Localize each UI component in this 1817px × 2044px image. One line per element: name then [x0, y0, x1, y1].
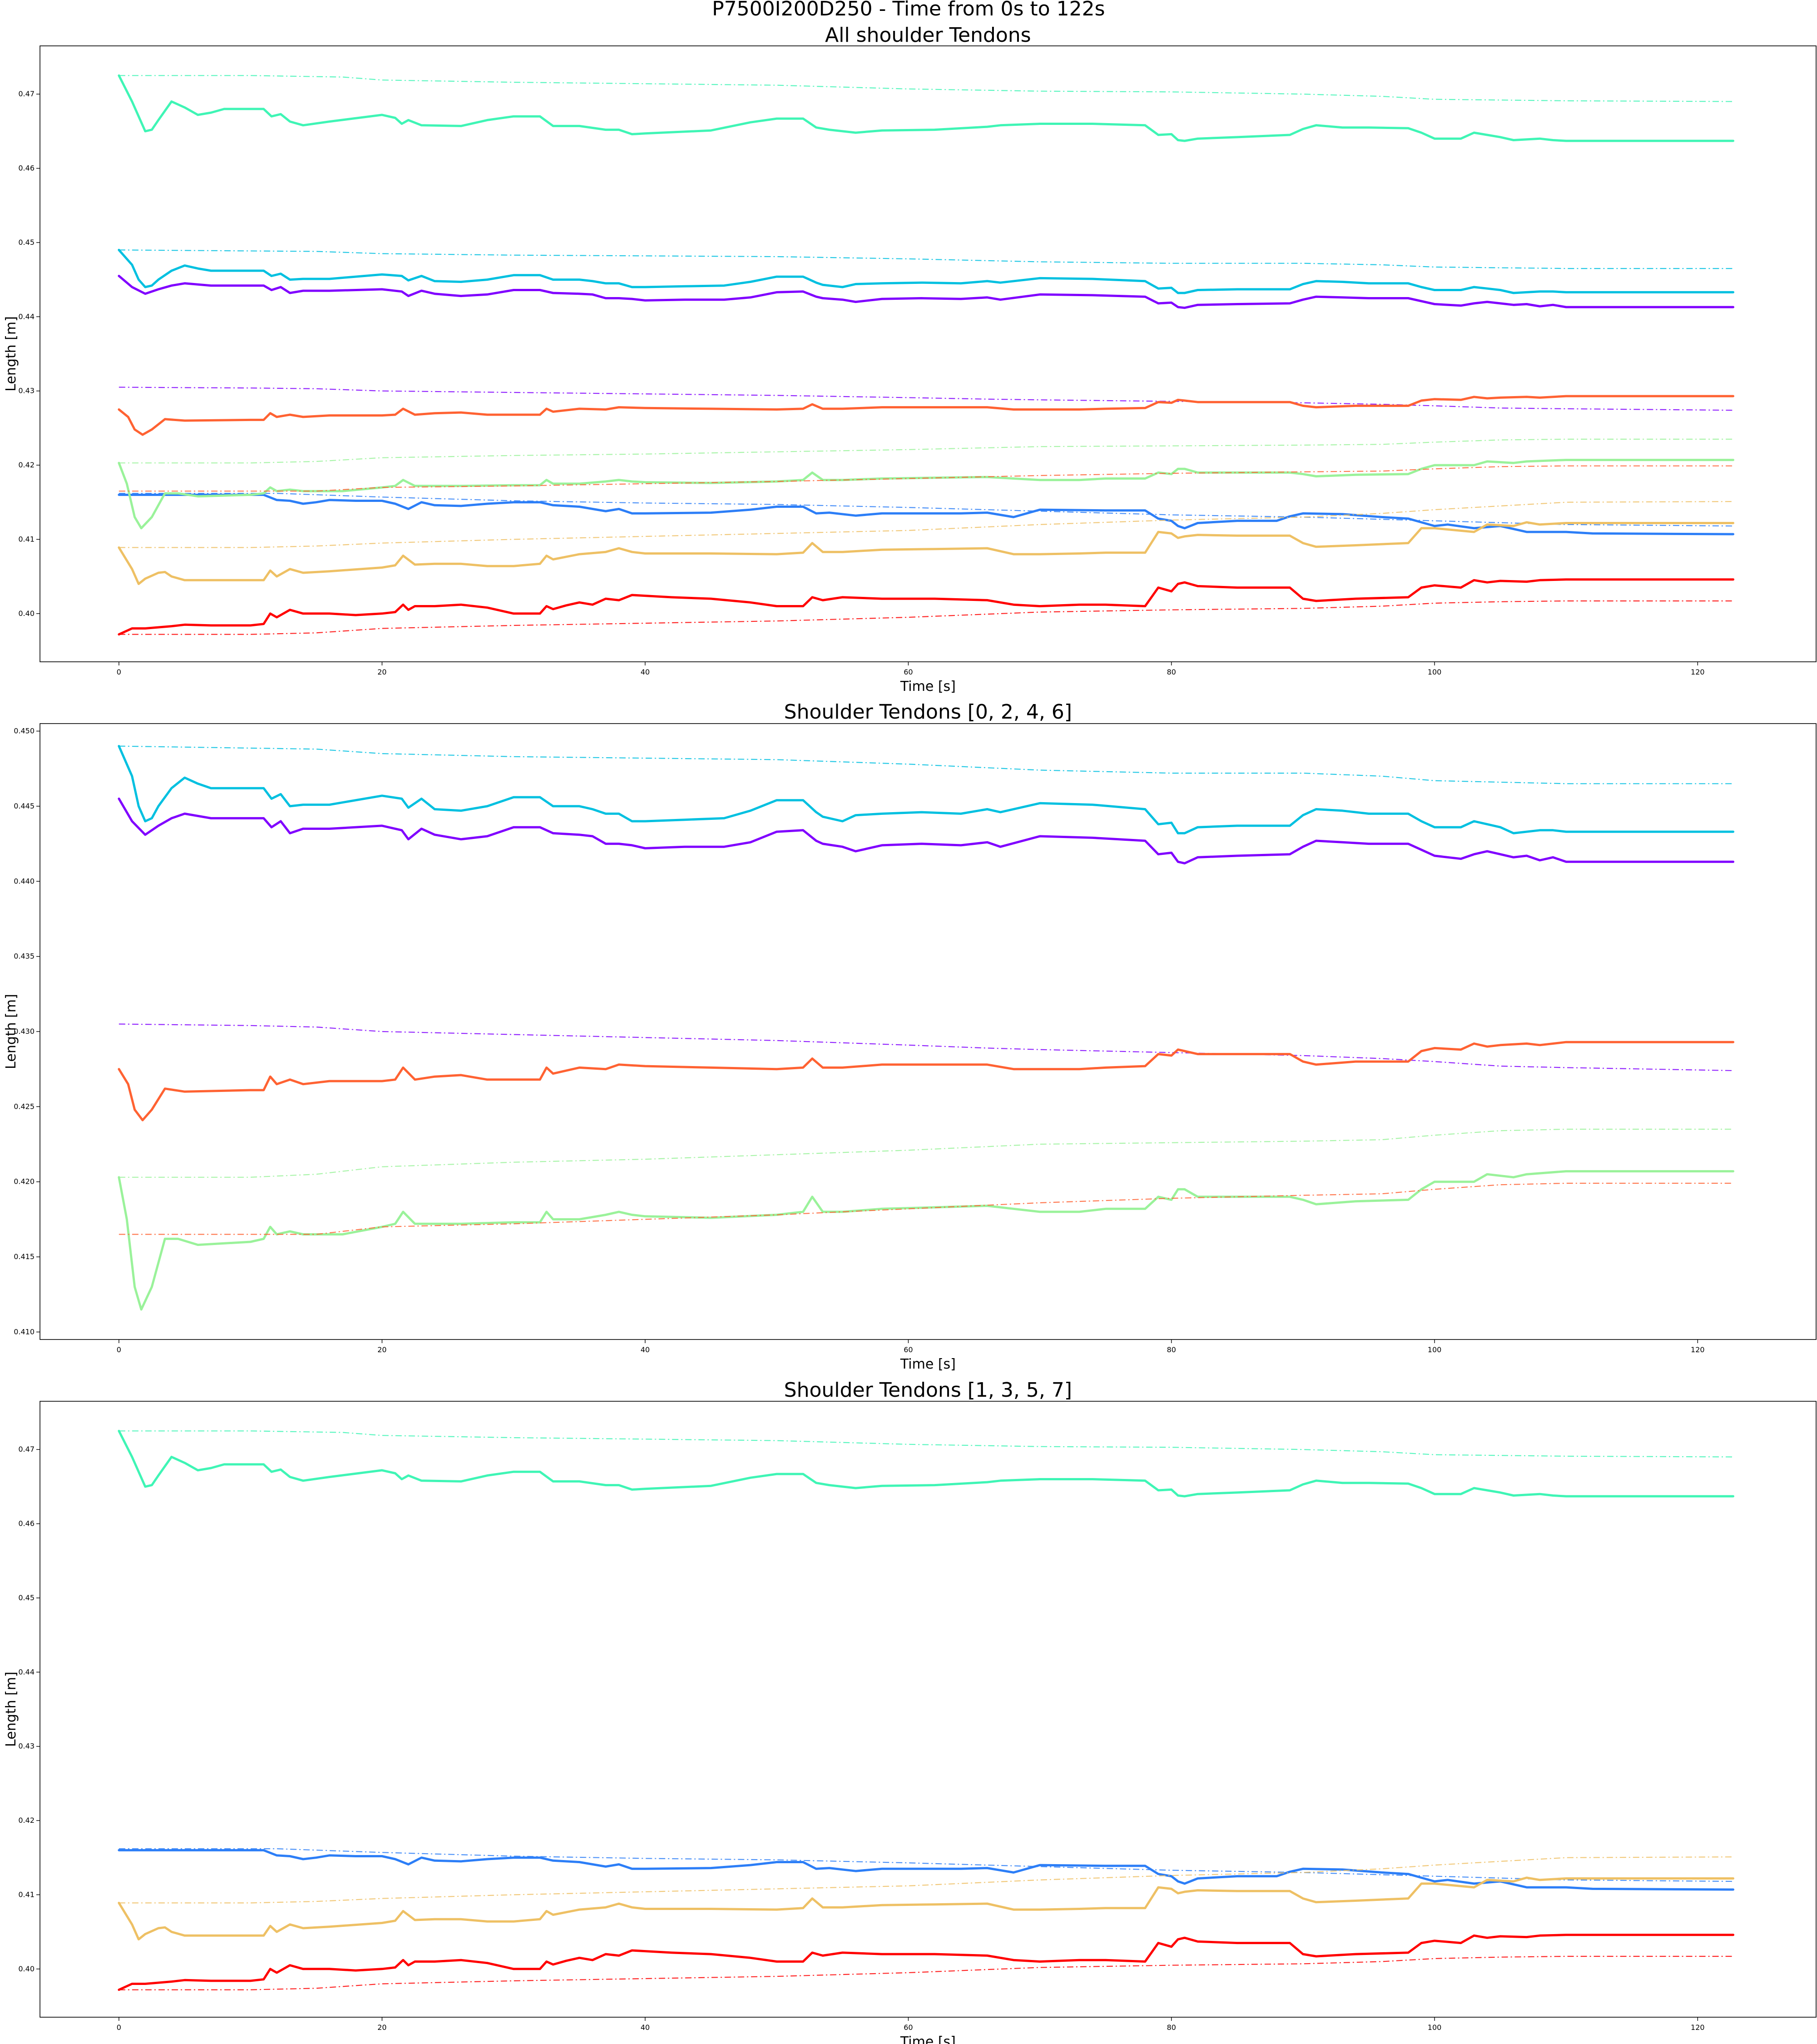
y-tick-label: 0.47 [18, 1445, 35, 1454]
measured-line-tendon-7 [118, 1934, 1734, 1991]
x-tick-label: 120 [1691, 2023, 1705, 2032]
x-tick-label: 20 [377, 1345, 387, 1354]
y-tick-label: 0.410 [14, 1327, 35, 1336]
measured-line-tendon-1 [118, 1849, 1734, 1891]
reference-line-tendon-1 [119, 1848, 1733, 1882]
chart-panel-2: Shoulder Tendons [1, 3, 5, 7] 0 20 40 60 80 10… [3, 1379, 1817, 2044]
y-tick-label: 0.430 [14, 1027, 35, 1036]
measured-line-tendon-3 [118, 74, 1734, 142]
chart-title-0: All shoulder Tendons [825, 24, 1031, 47]
reference-line-tendon-5 [119, 1856, 1733, 1904]
reference-line-tendon-7 [119, 600, 1733, 635]
y-tick-label: 0.46 [18, 1519, 35, 1528]
measured-line-tendon-2 [118, 248, 1734, 294]
chart-panel-1: Shoulder Tendons [0, 2, 4, 6] 0 20 40 60 80 10… [3, 700, 1817, 1372]
reference-line-tendon-0 [119, 387, 1733, 411]
x-tick-label: 0 [117, 668, 121, 676]
y-tick-label: 0.43 [18, 1742, 35, 1751]
y-tick-label: 0.420 [14, 1177, 35, 1186]
x-tick-label: 40 [640, 668, 650, 676]
y-tick-label: 0.415 [14, 1252, 35, 1261]
measured-line-tendon-3 [118, 1429, 1734, 1498]
reference-line-tendon-3 [119, 75, 1733, 102]
x-tick-label: 60 [904, 668, 913, 676]
measured-line-tendon-7 [118, 578, 1734, 636]
measured-line-tendon-4 [118, 1170, 1734, 1311]
x-tick-label: 80 [1167, 668, 1176, 676]
measured-line-tendon-6 [118, 395, 1734, 436]
reference-line-tendon-4 [119, 1128, 1733, 1178]
reference-line-tendon-5 [119, 501, 1733, 548]
x-tick-label: 0 [117, 1345, 121, 1354]
y-tick-label: 0.47 [18, 89, 35, 98]
axes-frame-1 [40, 723, 1817, 1340]
reference-line-tendon-6 [119, 1182, 1733, 1235]
x-tick-label: 20 [377, 668, 387, 676]
y-tick-label: 0.44 [18, 312, 35, 321]
y-axis-label-2: Length [m] [3, 1672, 19, 1747]
axes-frame-2 [40, 1401, 1817, 2018]
y-tick-label: 0.46 [18, 164, 35, 173]
x-tick-label: 100 [1428, 2023, 1442, 2032]
y-tick-label: 0.450 [14, 727, 35, 735]
x-tick-label: 40 [640, 1345, 650, 1354]
x-axis-label-0: Time [s] [900, 679, 956, 695]
measured-line-tendon-5 [118, 1876, 1734, 1940]
y-tick-label: 0.445 [14, 802, 35, 810]
y-tick-label: 0.40 [18, 1965, 35, 1973]
measured-line-tendon-4 [118, 459, 1734, 530]
reference-line-tendon-0 [119, 1023, 1733, 1072]
y-tick-label: 0.42 [18, 1816, 35, 1825]
y-tick-label: 0.425 [14, 1102, 35, 1111]
chart-title-1: Shoulder Tendons [0, 2, 4, 6] [784, 700, 1072, 724]
y-tick-label: 0.40 [18, 609, 35, 618]
y-axis-label-0: Length [m] [3, 316, 19, 392]
y-tick-label: 0.440 [14, 877, 35, 885]
y-tick-label: 0.45 [18, 238, 35, 247]
y-tick-label: 0.43 [18, 387, 35, 395]
y-tick-label: 0.44 [18, 1667, 35, 1676]
measured-line-tendon-0 [118, 797, 1734, 865]
measured-line-tendon-2 [118, 745, 1734, 834]
measured-line-tendon-0 [118, 275, 1734, 309]
x-tick-label: 40 [640, 2023, 650, 2032]
y-tick-label: 0.45 [18, 1593, 35, 1602]
x-tick-label: 60 [904, 1345, 913, 1354]
measured-line-tendon-6 [118, 1041, 1734, 1121]
x-tick-label: 0 [117, 2023, 121, 2032]
measured-line-tendon-5 [118, 521, 1734, 585]
reference-line-tendon-4 [119, 438, 1733, 464]
measured-line-tendon-1 [118, 493, 1734, 536]
x-tick-label: 100 [1428, 668, 1442, 676]
x-tick-label: 80 [1167, 2023, 1176, 2032]
y-tick-label: 0.41 [18, 535, 35, 543]
reference-line-tendon-2 [119, 249, 1733, 269]
y-axis-label-1: Length [m] [3, 994, 19, 1069]
reference-line-tendon-2 [119, 745, 1733, 784]
reference-line-tendon-6 [119, 465, 1733, 492]
chart-panel-0: All shoulder Tendons 0 20 40 60 80 100 120 0.40 0… [3, 24, 1817, 695]
panels: All shoulder Tendons 0 20 40 60 80 100 120 0.40 0… [3, 24, 1817, 2044]
x-tick-label: 100 [1428, 1345, 1442, 1354]
x-tick-label: 80 [1167, 1345, 1176, 1354]
reference-line-tendon-1 [119, 493, 1733, 527]
x-axis-label-1: Time [s] [900, 1356, 956, 1372]
reference-line-tendon-3 [119, 1430, 1733, 1458]
y-tick-label: 0.435 [14, 952, 35, 961]
axes-frame-0 [40, 45, 1817, 662]
x-tick-label: 120 [1691, 668, 1705, 676]
figure-suptitle: P7500I200D250 - Time from 0s to 122s [712, 0, 1105, 20]
x-axis-label-2: Time [s] [900, 2034, 956, 2044]
y-tick-label: 0.42 [18, 461, 35, 469]
chart-title-2: Shoulder Tendons [1, 3, 5, 7] [784, 1379, 1072, 1402]
y-tick-label: 0.41 [18, 1890, 35, 1899]
x-tick-label: 60 [904, 2023, 913, 2032]
reference-line-tendon-7 [119, 1955, 1733, 1990]
x-tick-label: 20 [377, 2023, 387, 2032]
x-tick-label: 120 [1691, 1345, 1705, 1354]
